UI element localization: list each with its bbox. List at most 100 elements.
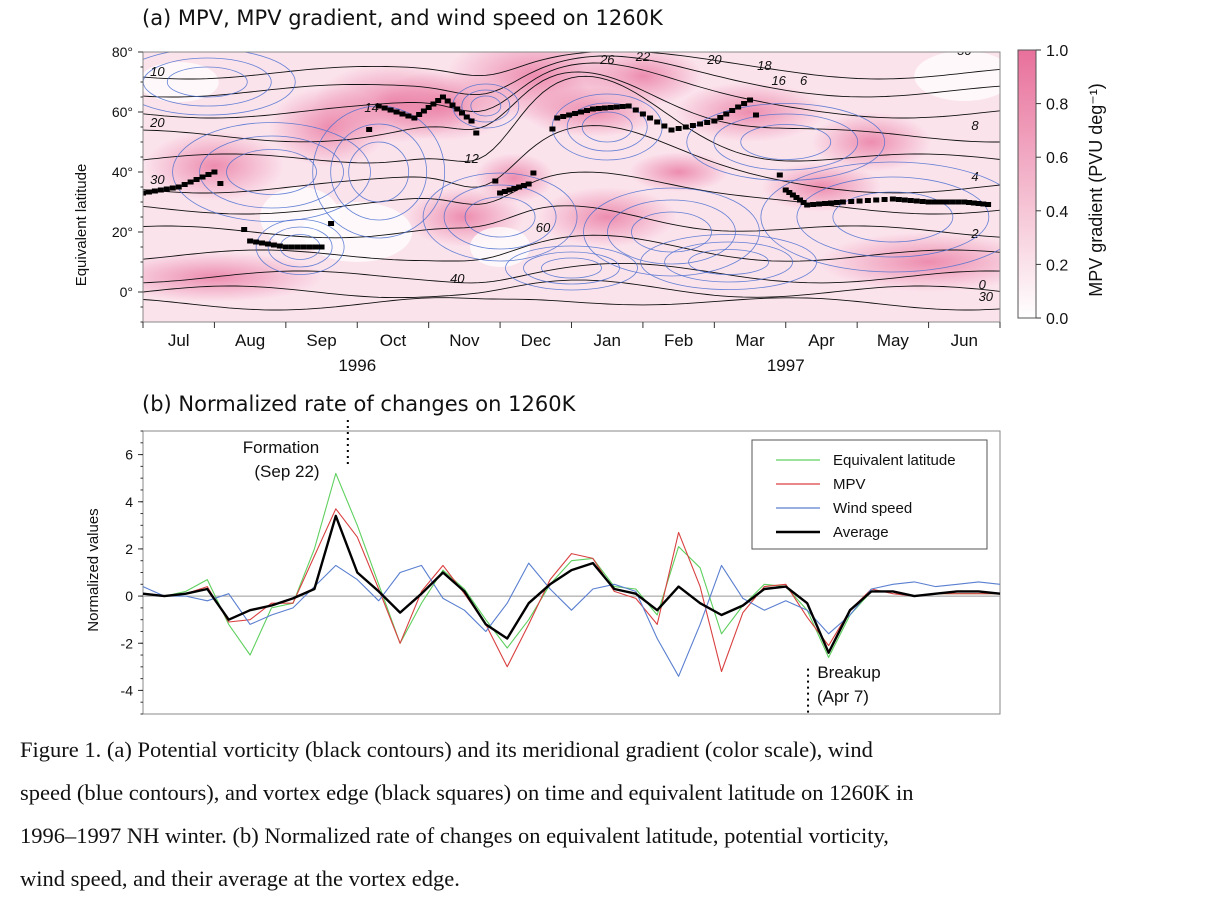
vortex-edge-square	[277, 244, 283, 249]
vortex-edge-square	[572, 111, 578, 116]
vortex-edge-square	[926, 200, 932, 205]
vortex-edge-square	[985, 202, 991, 207]
vortex-edge-square	[182, 182, 188, 187]
colorbar-tick-label: 0.4	[1046, 204, 1068, 221]
vortex-edge-square	[949, 200, 955, 205]
vortex-edge-square	[399, 112, 405, 117]
vortex-edge-square	[683, 125, 689, 130]
vortex-edge-square	[388, 108, 394, 113]
vortex-edge-square	[170, 186, 176, 191]
vortex-edge-square	[804, 203, 810, 208]
vortex-edge-square	[640, 112, 646, 117]
series-line-wind-speed	[143, 563, 1000, 676]
formation-date: (Sep 22)	[254, 462, 319, 481]
vortex-edge-square	[526, 182, 532, 187]
vortex-edge-square	[943, 200, 949, 205]
vortex-edge-square	[295, 245, 301, 250]
vortex-edge-square	[668, 128, 674, 133]
year-label: 1996	[338, 356, 376, 375]
y-tick-label: 20°	[112, 224, 133, 240]
vortex-edge-square	[469, 119, 475, 124]
mpv-contour-label: 18	[757, 58, 772, 73]
vortex-edge-square	[200, 175, 206, 180]
heatmap-cell	[819, 232, 1039, 292]
month-label: Mar	[735, 331, 765, 350]
vortex-edge-square	[259, 241, 265, 246]
vortex-edge-square	[626, 104, 632, 109]
month-label: Jun	[951, 331, 978, 350]
panel-b-ylabel: Normalized values	[85, 508, 102, 631]
y-tick-label: 6	[125, 447, 133, 463]
vortex-edge-square	[205, 172, 211, 177]
vortex-edge-square	[394, 110, 400, 115]
vortex-edge-square	[932, 200, 938, 205]
caption-line: 1996–1997 NH winter. (b) Normalized rate…	[20, 814, 1190, 857]
colorbar	[1018, 50, 1036, 318]
vortex-edge-square	[882, 197, 888, 202]
vortex-edge-square	[319, 245, 325, 250]
vortex-edge-square	[865, 198, 871, 203]
formation-label: Formation	[243, 438, 320, 457]
y-tick-label: 40°	[112, 164, 133, 180]
vortex-edge-square	[777, 173, 783, 178]
vortex-edge-square	[554, 116, 560, 121]
vortex-edge-square	[566, 113, 572, 118]
vortex-edge-square	[828, 201, 834, 206]
caption-line: speed (blue contours), and vortex edge (…	[20, 771, 1190, 814]
colorbar-tick-label: 0.8	[1046, 97, 1068, 114]
vortex-edge-square	[723, 112, 729, 117]
vortex-edge-square	[711, 119, 717, 124]
legend-label: MPV	[833, 476, 866, 493]
vortex-edge-square	[747, 98, 753, 103]
vortex-edge-square	[473, 131, 479, 136]
vortex-edge-square	[382, 106, 388, 111]
breakup-date: (Apr 7)	[817, 687, 869, 706]
month-label: Oct	[380, 331, 407, 350]
legend-label: Wind speed	[833, 500, 912, 517]
vortex-edge-square	[530, 171, 536, 176]
vortex-edge-square	[188, 180, 194, 185]
month-label: May	[877, 331, 910, 350]
y-tick-label: -4	[121, 682, 134, 698]
vortex-edge-square	[902, 198, 908, 203]
mpv-contour-label: 6	[800, 73, 808, 88]
vortex-edge-square	[217, 181, 223, 186]
vortex-edge-square	[810, 202, 816, 207]
colorbar-label: MPV gradient (PVU deg⁻¹)	[1086, 83, 1106, 297]
mpv-contour-label: 12	[464, 151, 479, 166]
caption-line: Figure 1. (a) Potential vorticity (black…	[20, 728, 1190, 771]
vortex-edge-square	[955, 200, 961, 205]
month-label: Sep	[306, 331, 336, 350]
vortex-edge-square	[164, 187, 170, 192]
y-tick-label: -2	[121, 635, 134, 651]
mpv-contour-label: 20	[706, 52, 722, 67]
y-tick-label: 0°	[120, 284, 133, 300]
wind-contour-label: 40	[450, 271, 465, 286]
vortex-edge-square	[549, 127, 555, 132]
vortex-edge-square	[834, 200, 840, 205]
vortex-edge-square	[890, 197, 896, 202]
mpv-contour-label: 22	[635, 49, 651, 64]
vortex-edge-square	[896, 197, 902, 202]
vortex-edge-square	[920, 199, 926, 204]
vortex-edge-square	[146, 190, 152, 195]
vortex-edge-square	[647, 116, 653, 121]
y-tick-label: 0	[125, 588, 133, 604]
colorbar-tick-label: 1.0	[1046, 43, 1068, 60]
vortex-edge-square	[152, 189, 158, 194]
colorbar-tick-label: 0.2	[1046, 257, 1068, 274]
mpv-contour-label: 26	[599, 52, 615, 67]
vortex-edge-square	[753, 113, 759, 118]
month-label: Jan	[593, 331, 620, 350]
vortex-edge-square	[578, 110, 584, 115]
month-label: Feb	[664, 331, 693, 350]
wind-contour-label: 50	[957, 43, 972, 58]
vortex-edge-square	[676, 126, 682, 131]
wind-contour-label: 30	[150, 172, 165, 187]
vortex-edge-square	[704, 120, 710, 125]
legend-label: Average	[833, 524, 889, 541]
panel-a-chart: 14121084203026 22 20 1816 6 102030406050 0°2…	[0, 40, 1207, 380]
vortex-edge-square	[596, 106, 602, 111]
vortex-edge-square	[873, 198, 879, 203]
vortex-edge-square	[697, 122, 703, 127]
